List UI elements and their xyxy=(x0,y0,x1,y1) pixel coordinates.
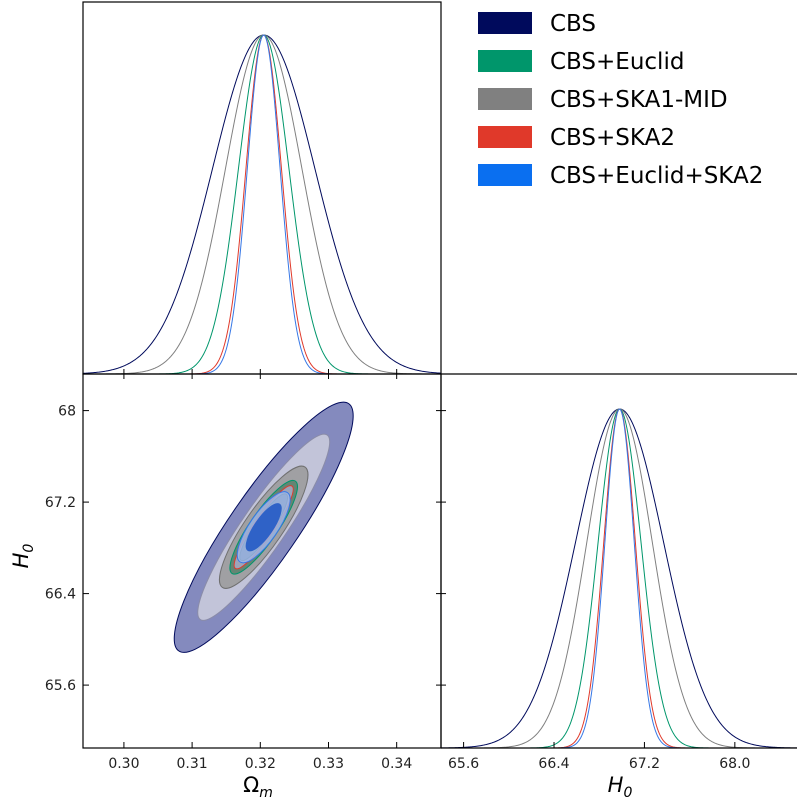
series-line-cbs-euclid xyxy=(83,34,441,375)
contour-combo-1sigma xyxy=(245,503,282,552)
contour-panel: 0.30 0.31 0.32 0.33 0.34 68 67.2 66.4 65.6 Ωm H0 xyxy=(9,401,446,801)
h0-marginal-panel: 65.6 66.4 67.2 68.0 H0 xyxy=(440,408,797,801)
x-tick-label: 0.32 xyxy=(245,756,276,772)
h0-y-axis-label-sub: 0 xyxy=(21,544,37,553)
legend-swatch xyxy=(478,88,532,110)
x-tick-label: 0.33 xyxy=(313,756,344,772)
x-tick-label: 65.6 xyxy=(448,756,479,772)
x-tick-label: 68.0 xyxy=(719,756,750,772)
series-line-cbs xyxy=(440,408,797,749)
series-line-cbs-ska2 xyxy=(83,34,441,375)
x-tick-label: 67.2 xyxy=(629,756,660,772)
legend: CBS CBS+Euclid CBS+SKA1-MID CBS+SKA2 CBS+Euc… xyxy=(478,11,763,189)
series-line-cbs-euclid-ska2 xyxy=(83,34,441,375)
series-line-cbs-euclid xyxy=(441,408,797,749)
legend-swatch xyxy=(478,164,532,186)
legend-label: CBS+Euclid+SKA2 xyxy=(550,163,763,189)
y-tick-label: 65.6 xyxy=(45,678,76,694)
h0-axis-label-sub: 0 xyxy=(623,785,632,801)
x-tick-label: 0.30 xyxy=(108,756,139,772)
x-tick-label: 66.4 xyxy=(538,756,569,772)
series-line-cbs-euclid-ska2 xyxy=(441,408,797,749)
legend-label: CBS+SKA1-MID xyxy=(550,87,728,113)
x-tick-label: 0.31 xyxy=(177,756,208,772)
x-tick-label: 0.34 xyxy=(381,756,412,772)
series-line-cbs-ska1-mid xyxy=(441,408,797,749)
series-line-cbs-ska1-mid xyxy=(82,34,441,375)
omega-m-marginal-panel xyxy=(82,34,442,379)
legend-swatch xyxy=(478,126,532,148)
y-tick-label: 67.2 xyxy=(45,495,76,511)
legend-swatch xyxy=(478,50,532,72)
omega-m-panel-frame xyxy=(82,1,442,375)
y-tick-label: 66.4 xyxy=(45,587,76,603)
h0-y-axis-label: H0 xyxy=(9,544,37,569)
omega-m-axis-label: Ωm xyxy=(243,773,273,801)
series-line-cbs xyxy=(82,34,442,374)
h0-axis-label: H0 xyxy=(608,773,633,801)
legend-label: CBS+Euclid xyxy=(550,49,684,75)
series-line-cbs-ska2 xyxy=(441,408,797,749)
y-tick-label: 68 xyxy=(58,404,76,420)
legend-label: CBS+SKA2 xyxy=(550,125,675,151)
omega-m-axis-label-sub: m xyxy=(259,785,273,801)
legend-label: CBS xyxy=(550,11,596,37)
panel-frames xyxy=(82,1,797,749)
legend-swatch xyxy=(478,12,532,34)
